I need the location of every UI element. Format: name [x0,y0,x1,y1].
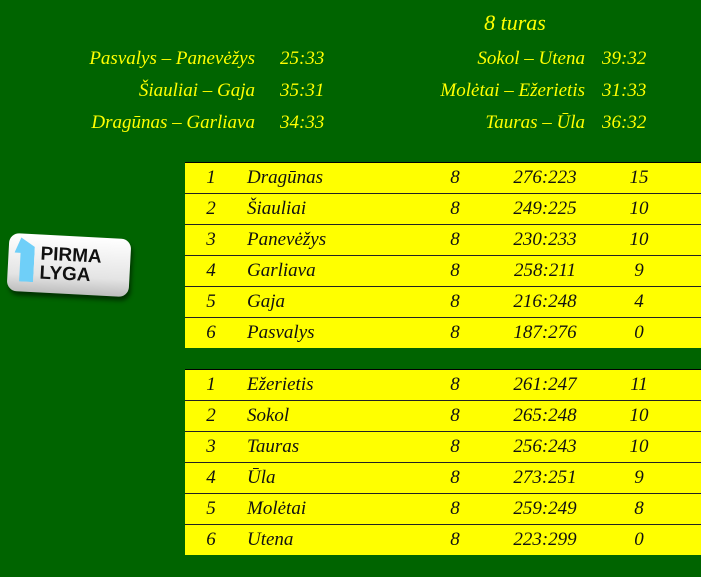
rank: 5 [206,291,216,312]
points: 10 [629,198,649,219]
match-score: 34:33 [280,112,325,133]
standings-row: 4 Ūla 8 273:251 9 [185,462,701,493]
goal-ratio: 230:233 [513,229,577,250]
rank: 2 [206,198,216,219]
standings-row: 3 Panevėžys 8 230:233 10 [185,224,701,255]
standings-row: 2 Šiauliai 8 249:225 10 [185,193,701,224]
games-played: 8 [450,198,460,219]
points: 4 [634,291,644,312]
games-played: 8 [450,498,460,519]
goal-ratio: 276:223 [513,167,577,188]
standings-row: 4 Garliava 8 258:211 9 [185,255,701,286]
goal-ratio: 259:249 [513,498,577,519]
games-played: 8 [450,260,460,281]
pirma-lyga-logo: PIRMA LYGA [6,232,132,298]
rank: 4 [206,260,216,281]
rank: 5 [206,498,216,519]
match-score: 31:33 [602,80,647,101]
standings-table-2: 1 Ežerietis 8 261:247 11 2 Sokol 8 265:248 10 3 Tau… [185,369,701,555]
standings-row: 5 Gaja 8 216:248 4 [185,286,701,317]
games-played: 8 [450,291,460,312]
goal-ratio: 216:248 [513,291,577,312]
points: 15 [629,167,649,188]
points: 9 [634,260,644,281]
goal-ratio: 223:299 [513,529,577,550]
games-played: 8 [450,374,460,395]
rank: 3 [206,436,216,457]
team-name: Panevėžys [247,229,327,250]
standings-row: 1 Ežerietis 8 261:247 11 [185,369,701,400]
rank: 1 [206,374,216,395]
standings-row: 3 Tauras 8 256:243 10 [185,431,701,462]
match-score: 25:33 [280,48,325,69]
team-name: Molėtai [247,498,307,519]
points: 0 [634,529,644,550]
games-played: 8 [450,322,460,343]
standings-row: 6 Utena 8 223:299 0 [185,524,701,555]
team-name: Dragūnas [247,167,324,188]
standings-row: 6 Pasvalys 8 187:276 0 [185,317,701,348]
team-name: Ūla [247,467,276,488]
points: 9 [634,467,644,488]
team-name: Tauras [247,436,300,457]
games-played: 8 [450,229,460,250]
round-title: 8 turas [484,10,546,35]
points: 10 [629,229,649,250]
goal-ratio: 249:225 [513,198,577,219]
points: 10 [629,436,649,457]
games-played: 8 [450,529,460,550]
match-teams: Molėtai – Ežerietis [440,80,585,101]
match-teams: Sokol – Utena [477,48,585,69]
team-name: Utena [247,529,294,550]
team-name: Garliava [247,260,316,281]
games-played: 8 [450,405,460,426]
goal-ratio: 273:251 [513,467,577,488]
rank: 3 [206,229,216,250]
match-teams: Šiauliai – Gaja [138,80,255,101]
standings-table-1: 1 Dragūnas 8 276:223 15 2 Šiauliai 8 249:225 10 3 P… [185,162,701,348]
match-teams: Dragūnas – Garliava [91,112,255,133]
standings-row: 2 Sokol 8 265:248 10 [185,400,701,431]
team-name: Ežerietis [247,374,314,395]
logo-line2: LYGA [38,262,92,287]
goal-ratio: 261:247 [513,374,577,395]
goal-ratio: 265:248 [513,405,577,426]
team-name: Šiauliai [247,198,307,219]
games-played: 8 [450,436,460,457]
team-name: Pasvalys [247,322,315,343]
points: 10 [629,405,649,426]
rank: 2 [206,405,216,426]
match-score: 36:32 [602,112,647,133]
logo-arrow-icon [13,237,35,282]
team-name: Gaja [247,291,285,312]
goal-ratio: 258:211 [514,260,576,281]
standings-row: 1 Dragūnas 8 276:223 15 [185,162,701,193]
rank: 1 [206,167,216,188]
match-teams: Pasvalys – Panevėžys [89,48,255,69]
goal-ratio: 187:276 [513,322,577,343]
team-name: Sokol [247,405,290,426]
standings-row: 5 Molėtai 8 259:249 8 [185,493,701,524]
match-teams: Tauras – Ūla [485,112,585,133]
points: 0 [634,322,644,343]
rank: 6 [206,529,216,550]
games-played: 8 [450,167,460,188]
rank: 4 [206,467,216,488]
goal-ratio: 256:243 [513,436,577,457]
games-played: 8 [450,467,460,488]
rank: 6 [206,322,216,343]
points: 8 [634,498,644,519]
match-score: 35:31 [280,80,325,101]
match-score: 39:32 [602,48,647,69]
points: 11 [630,374,648,395]
